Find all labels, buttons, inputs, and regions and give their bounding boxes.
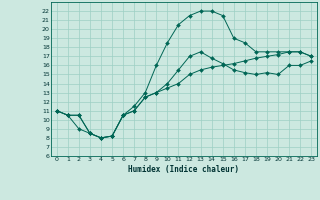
X-axis label: Humidex (Indice chaleur): Humidex (Indice chaleur) [129,165,239,174]
